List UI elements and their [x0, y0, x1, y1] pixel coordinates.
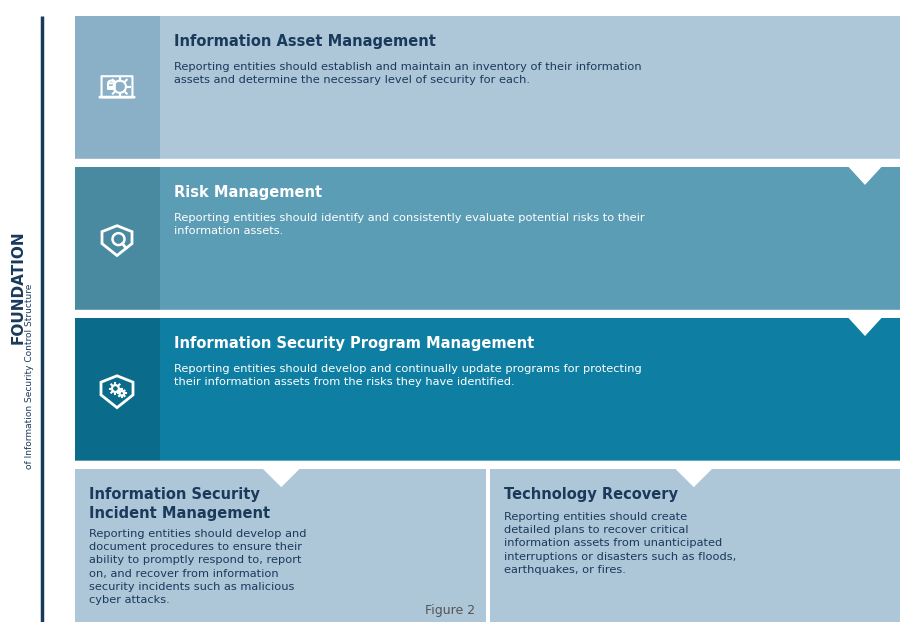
FancyBboxPatch shape [75, 167, 160, 314]
Text: FOUNDATION: FOUNDATION [11, 230, 25, 344]
Text: Information Asset Management: Information Asset Management [174, 34, 436, 49]
FancyBboxPatch shape [75, 318, 900, 465]
FancyBboxPatch shape [490, 470, 900, 626]
Text: of Information Security Control Structure: of Information Security Control Structur… [25, 284, 34, 470]
FancyBboxPatch shape [75, 470, 485, 626]
Text: Information Security
Incident Management: Information Security Incident Management [89, 487, 270, 521]
Text: Information Security Program Management: Information Security Program Management [174, 336, 535, 351]
Polygon shape [259, 465, 303, 487]
Text: Figure 2: Figure 2 [425, 605, 475, 617]
FancyBboxPatch shape [75, 318, 160, 465]
Text: Technology Recovery: Technology Recovery [503, 487, 678, 502]
FancyBboxPatch shape [75, 16, 900, 163]
Text: Reporting entities should develop and continually update programs for protecting: Reporting entities should develop and co… [174, 364, 642, 387]
FancyBboxPatch shape [75, 16, 160, 163]
Text: Reporting entities should create
detailed plans to recover critical
information : Reporting entities should create detaile… [503, 512, 736, 575]
Text: Reporting entities should establish and maintain an inventory of their informati: Reporting entities should establish and … [174, 61, 642, 85]
Polygon shape [845, 314, 885, 336]
Polygon shape [845, 163, 885, 185]
Text: Risk Management: Risk Management [174, 185, 322, 200]
Text: Reporting entities should develop and
document procedures to ensure their
abilit: Reporting entities should develop and do… [89, 529, 307, 605]
Text: Reporting entities should identify and consistently evaluate potential risks to : Reporting entities should identify and c… [174, 213, 644, 236]
Polygon shape [671, 465, 716, 487]
FancyBboxPatch shape [75, 167, 900, 314]
